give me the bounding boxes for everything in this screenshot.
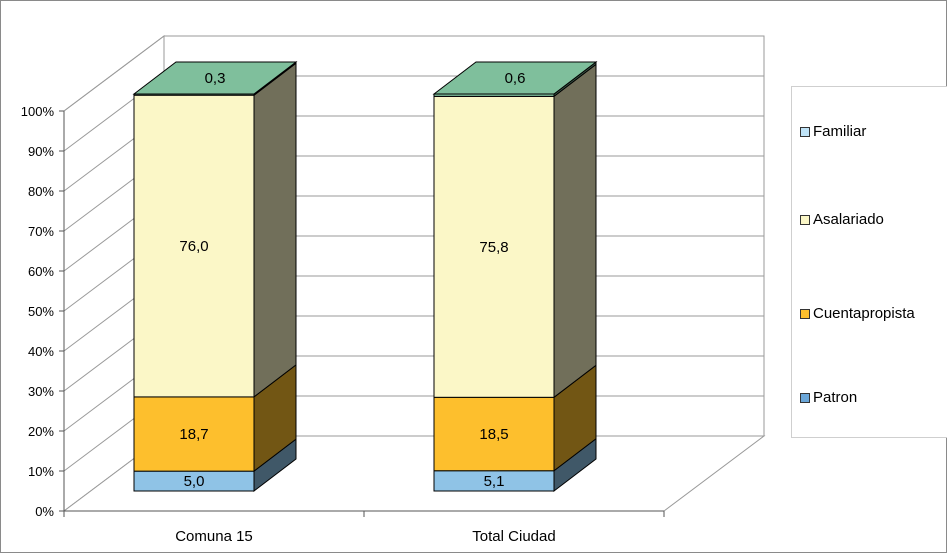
legend-item-patron: Patron: [800, 389, 857, 406]
y-tick-label: 100%: [21, 104, 55, 119]
bar-segment-asalariado: [433, 95, 555, 398]
legend-swatch-asalariado: [800, 214, 810, 225]
x-category-label: Total Ciudad: [472, 528, 555, 545]
bars: 5,0 18,7 76,0 0,3 5,1 18,5 75,8 0,6: [132, 60, 598, 493]
y-tick-label: 60%: [28, 264, 54, 279]
data-label-cuentapropista: 18,7: [179, 426, 208, 443]
legend-label-asalariado: Asalariado: [813, 211, 884, 228]
data-label-patron: 5,1: [484, 473, 505, 490]
data-label-cuentapropista: 18,5: [479, 426, 508, 443]
legend-swatch-familiar: [800, 126, 810, 137]
y-tick-label: 70%: [28, 224, 54, 239]
legend-label-familiar: Familiar: [813, 123, 867, 140]
bar-segment-cuentapropista: [433, 396, 555, 472]
bar-comuna-15: 5,0 18,7 76,0 0,3: [132, 60, 298, 493]
y-tick-label: 20%: [28, 424, 54, 439]
y-tick-label: 40%: [28, 344, 54, 359]
legend-swatch-patron: [800, 392, 810, 403]
y-tick-label: 0%: [35, 504, 54, 519]
data-label-familiar: 0,6: [505, 70, 526, 87]
legend-item-cuentapropista: Cuentapropista: [800, 305, 915, 322]
data-label-asalariado: 75,8: [479, 239, 508, 256]
bar-segment-cuentapropista: [133, 396, 255, 472]
data-label-asalariado: 76,0: [179, 238, 208, 255]
data-label-patron: 5,0: [184, 473, 205, 490]
y-tick-label: 10%: [28, 464, 54, 479]
legend-swatch-cuentapropista: [800, 308, 810, 319]
bar-side-asalariado: [253, 62, 297, 398]
y-tick-label: 50%: [28, 304, 54, 319]
x-category-label: Comuna 15: [175, 528, 253, 545]
bar-top-familiar: [432, 61, 598, 95]
legend-item-familiar: Familiar: [800, 123, 866, 140]
legend: Familiar Asalariado Cuentapropista Patro…: [791, 86, 947, 438]
legend-label-patron: Patron: [813, 389, 858, 406]
bar-side-asalariado: [553, 63, 597, 399]
bar-total-ciudad: 5,1 18,5 75,8 0,6: [432, 60, 598, 493]
y-tick-label: 90%: [28, 144, 54, 159]
legend-label-cuentapropista: Cuentapropista: [813, 305, 915, 322]
y-tick-label: 80%: [28, 184, 54, 199]
data-label-familiar: 0,3: [205, 70, 226, 87]
x-axis-categories: Comuna 15 Total Ciudad: [63, 511, 665, 545]
bar-top-familiar: [132, 61, 298, 95]
bar-segment-asalariado: [133, 94, 255, 398]
gridline-side: [63, 35, 165, 112]
legend-item-asalariado: Asalariado: [800, 211, 884, 228]
y-tick-label: 30%: [28, 384, 54, 399]
